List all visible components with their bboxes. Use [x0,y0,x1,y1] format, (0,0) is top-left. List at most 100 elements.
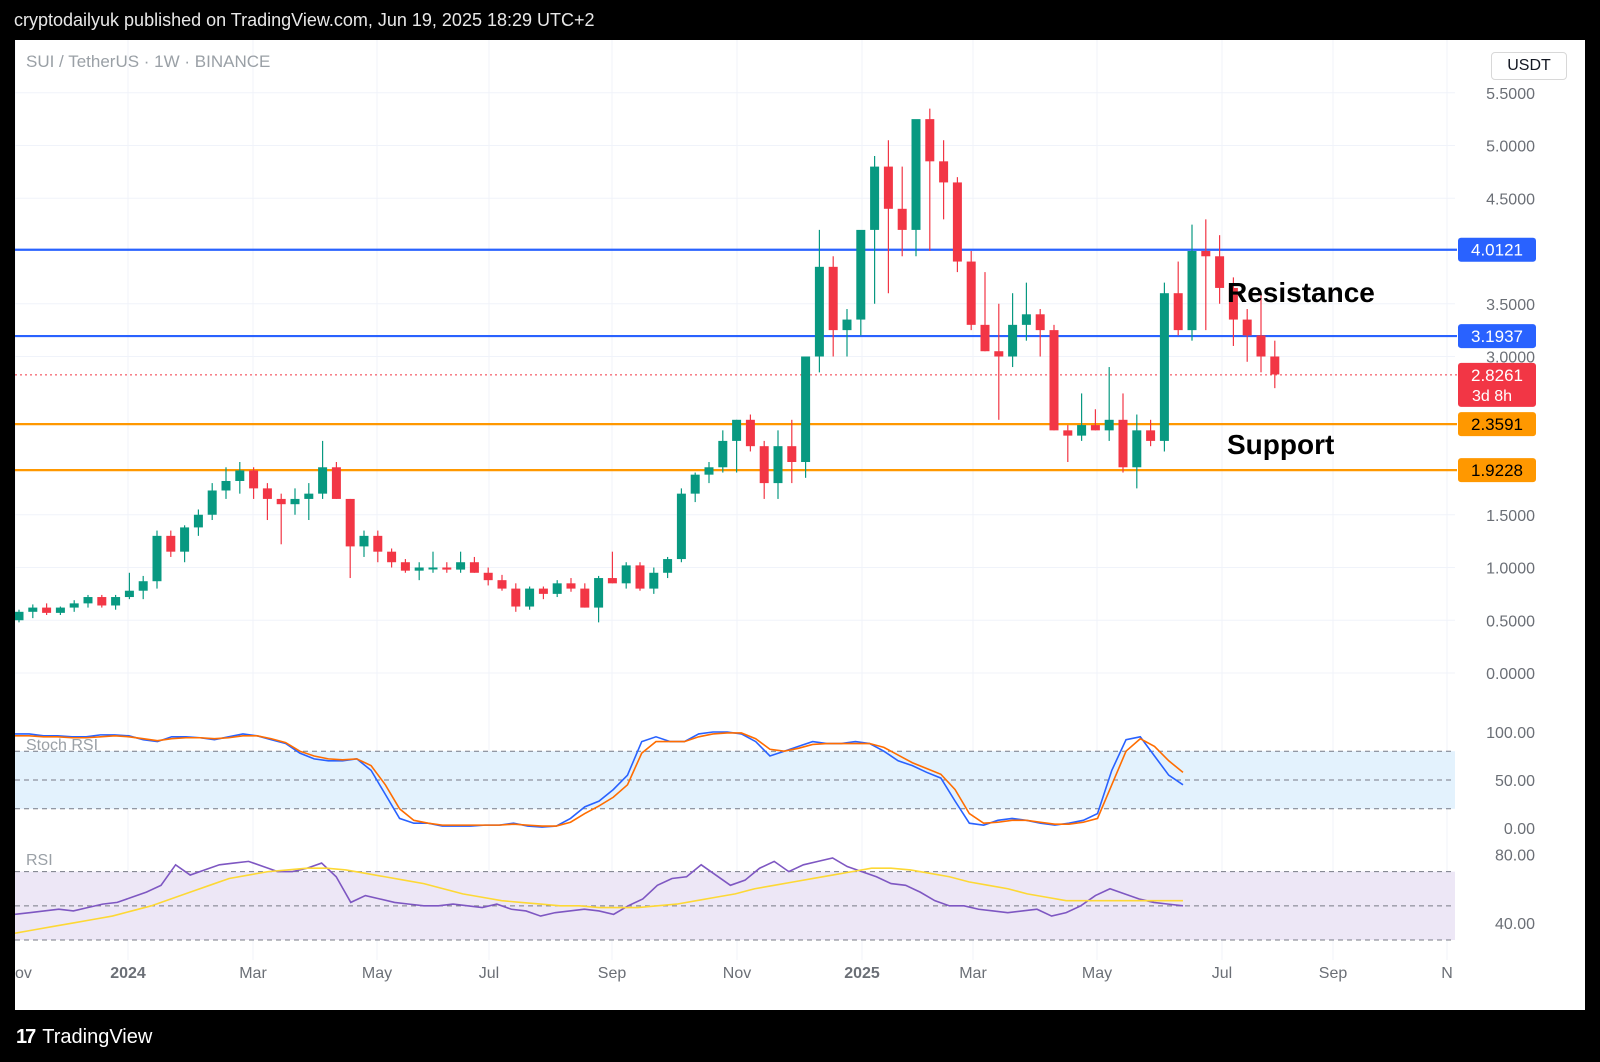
footer: 17 TradingView [0,1014,1600,1062]
tradingview-logo-icon: 17 [16,1026,36,1048]
candle-body [870,166,880,230]
support-price-label: 1.9228 [1471,461,1523,480]
candle-body [262,488,272,499]
candle-body [538,588,548,594]
candle-body [249,470,259,489]
candle-body [759,446,769,484]
candle-body [235,470,245,481]
x-tick-label: Jul [1212,965,1232,982]
candle-body [690,474,700,494]
last-price-tag [1458,362,1536,407]
y-tick-label: 40.00 [1495,916,1535,933]
candle-body [124,590,134,598]
chart-svg[interactable]: ov 2024 Mar May Jul Sep Nov 2025 Mar May Jul Sep N 5.… [14,40,1585,1010]
candle-body [856,229,866,320]
resistance-price-label: 4.0121 [1471,241,1523,260]
candle-body [621,565,631,584]
candle-body [387,551,397,563]
candle-body [400,562,410,571]
indicator-series [14,867,1183,934]
support-price-label: 2.3591 [1471,415,1523,434]
last-price-label: 2.8261 [1471,366,1523,385]
candle-body [939,161,949,183]
y-tick-label: 4.5000 [1486,191,1535,208]
candle-body [42,607,52,613]
currency-button[interactable]: USDT [1491,52,1567,80]
candle-body [773,446,783,484]
resistance-annotation: Resistance [1227,277,1375,308]
candle-body [193,514,203,528]
candle-body [676,493,686,560]
candle-body [166,535,176,552]
candle-body [828,266,838,331]
candle-body [221,480,231,491]
candle-body [787,446,797,462]
y-tick-label: 0.0000 [1486,666,1535,683]
tradingview-logo[interactable]: 17 TradingView [16,1026,152,1049]
y-tick-label: 100.00 [1486,725,1535,742]
x-tick-label: N [1441,965,1453,982]
candle-body [566,583,576,589]
support-price-tag [1458,412,1536,437]
candle-body [180,527,190,552]
price-labels: 4.0121 3.1937 2.3591 1.9228 2.8261 3d 8h [1458,237,1536,483]
candle-body [966,261,976,325]
candle-body [28,607,38,612]
candle-body [428,567,438,570]
x-tick-label: 2024 [110,965,146,982]
candle-body [290,498,300,505]
candle-body [152,535,162,582]
x-tick-label: Sep [1319,965,1348,982]
candle-body [1132,430,1142,468]
x-tick-label: May [362,965,392,982]
candle-body [897,208,907,230]
indicator-series [14,857,1184,917]
candle-body [594,578,604,608]
candle-body [883,166,893,209]
candle-body [842,319,852,331]
x-tick-label: May [1082,965,1112,982]
candle-body [1201,251,1211,257]
brand-name: TradingView [42,1026,153,1048]
candle-body [718,440,728,468]
y-tick-label: 3.5000 [1486,297,1535,314]
y-tick-label: 1.5000 [1486,508,1535,525]
candle-body [1242,319,1252,336]
candle-body [511,588,521,607]
candle-body [1063,430,1073,436]
y-tick-label: 0.5000 [1486,613,1535,630]
symbol-line: SUI / TetherUS · 1W · BINANCE [26,52,271,71]
indicator-lines [14,731,1184,934]
candle-body [55,607,65,613]
candle-body [649,572,659,589]
x-tick-label: Mar [239,965,267,982]
candle-body [745,419,755,447]
candle-body [1118,419,1128,468]
y-tick-label: 0.00 [1504,821,1535,838]
candle-body [138,581,148,591]
grid [14,40,1455,960]
x-tick-label: Jul [479,965,499,982]
resistance-price-tag [1458,237,1536,262]
y-tick-label: 80.00 [1495,848,1535,865]
candle-body [1173,293,1183,331]
stoch-rsi-title: Stoch RSI [26,737,98,754]
resistance-price-tag [1458,324,1536,349]
y-tick-label: 50.00 [1495,773,1535,790]
indicator-series [15,732,1184,827]
x-tick-label: Mar [959,965,987,982]
y-tick-label: 3.0000 [1486,350,1535,367]
candle-body [318,467,328,494]
candle-body [732,419,742,441]
candle-body [373,535,383,552]
support-price-tag [1458,458,1536,483]
candle-body [1228,287,1238,320]
chart-panel[interactable]: ov 2024 Mar May Jul Sep Nov 2025 Mar May Jul Sep N 5.… [14,40,1585,1010]
candle-body [207,490,217,515]
countdown-label: 3d 8h [1472,388,1512,405]
candle-body [925,119,935,162]
candle-body [497,580,507,589]
candle-body [1104,419,1114,431]
candle-body [276,498,286,505]
candle-body [469,562,479,573]
